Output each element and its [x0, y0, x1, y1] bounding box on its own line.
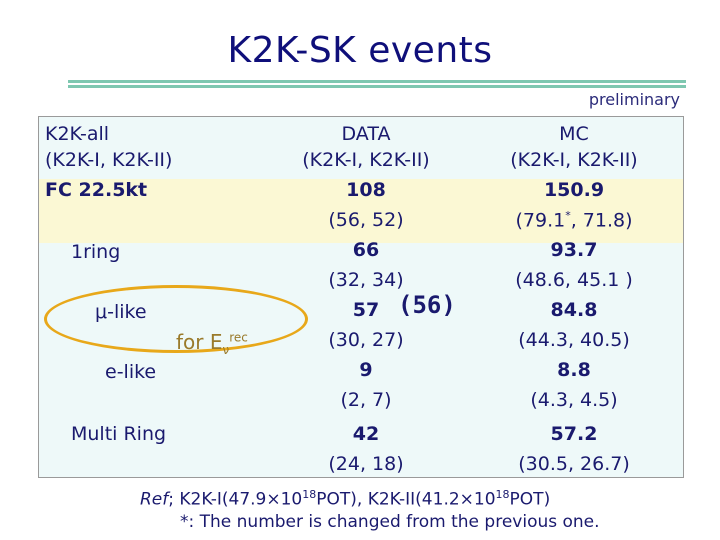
mc-1ring-value: 93.7: [550, 239, 598, 261]
underline-line-1: [68, 80, 686, 83]
data-1ring-sub: (32, 34): [328, 269, 404, 291]
star-footnote: *: The number is changed from the previo…: [180, 512, 600, 532]
data-e-sub: (2, 7): [340, 389, 392, 411]
events-table: K2K-all (K2K-I, K2K-II) FC 22.5kt 1ring …: [38, 116, 684, 478]
for-e-nu-rec-label: for Eνrec: [176, 330, 248, 357]
ref-exp-2: 18: [495, 488, 510, 501]
ref-exp-1: 18: [302, 488, 317, 501]
data-e-value: 9: [359, 359, 373, 381]
underline-line-2: [68, 85, 686, 88]
title-underline: [68, 80, 686, 90]
data-fc-sub: (56, 52): [328, 209, 404, 231]
data-mu-sub: (30, 27): [328, 329, 404, 351]
left-1ring-label: 1ring: [71, 241, 121, 263]
left-fc-label: FC 22.5kt: [45, 179, 148, 201]
data-1ring-value: 66: [352, 239, 380, 261]
mc-1ring-sub: (48.6, 45.1 ): [515, 269, 633, 291]
ref-italic: Ref: [140, 489, 169, 510]
left-e-like-label: e-like: [105, 361, 157, 383]
mc-fc-sub-b: , 71.8): [570, 209, 633, 232]
ref-part-c: POT): [509, 489, 551, 510]
mc-multi-sub: (30.5, 26.7): [518, 453, 630, 475]
mc-fc-value: 150.9: [543, 179, 605, 201]
ref-part-a: ; K2K-I(47.9×10: [168, 489, 303, 510]
mc-mu-sub: (44.3, 40.5): [518, 329, 630, 351]
data-mu-value: 57: [352, 299, 380, 321]
for-e-text: for E: [176, 330, 223, 354]
mc-fc-sub: (79.1*, 71.8): [469, 209, 679, 231]
preliminary-label: preliminary: [588, 90, 680, 109]
page-title: K2K-SK events: [227, 30, 493, 71]
data-fc-value: 108: [346, 179, 386, 201]
mc-fc-sub-a: (79.1: [515, 209, 566, 232]
mc-e-sub: (4.3, 4.5): [530, 389, 618, 411]
data-multi-value: 42: [352, 423, 380, 445]
data-header-1: DATA: [341, 123, 391, 145]
data-header-2: (K2K-I, K2K-II): [302, 149, 430, 171]
mc-e-value: 8.8: [557, 359, 591, 381]
mc-mu-value: 84.8: [550, 299, 598, 321]
mc-header-2: (K2K-I, K2K-II): [510, 149, 638, 171]
left-multi-ring-label: Multi Ring: [71, 423, 167, 445]
nu-subscript: ν: [222, 343, 230, 357]
left-header-1: K2K-all: [45, 123, 110, 145]
mc-multi-value: 57.2: [550, 423, 598, 445]
data-multi-sub: (24, 18): [328, 453, 404, 475]
fc-highlight-band: [39, 179, 683, 243]
data-mu-paren-value: (56): [398, 291, 456, 319]
rec-superscript: rec: [229, 330, 248, 345]
mc-header-1: MC: [559, 123, 589, 145]
highlight-oval: [44, 285, 308, 353]
mc-fc-star: *: [565, 209, 571, 222]
left-header-2: (K2K-I, K2K-II): [45, 149, 173, 171]
reference-line: Ref; K2K-I(47.9×1018POT), K2K-II(41.2×10…: [140, 488, 550, 510]
ref-part-b: POT), K2K-II(41.2×10: [316, 489, 496, 510]
